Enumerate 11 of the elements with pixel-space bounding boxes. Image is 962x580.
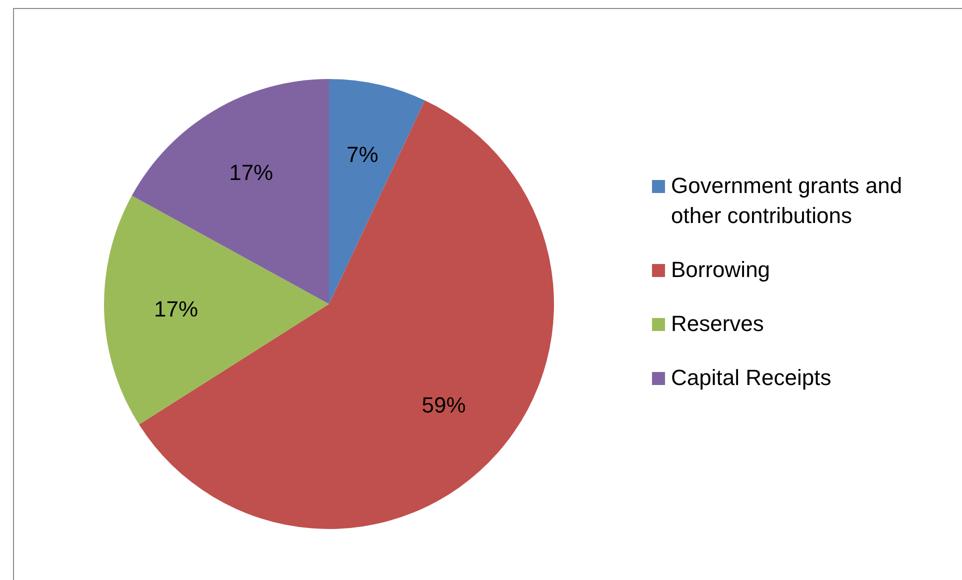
- legend-label: Reserves: [671, 310, 764, 338]
- legend-label: Government grants and other contributions: [671, 172, 904, 230]
- data-label: 59%: [422, 392, 466, 418]
- data-label: 17%: [154, 296, 198, 322]
- pie-slice: [104, 196, 329, 425]
- legend-label: Borrowing: [671, 256, 770, 284]
- legend-label: Capital Receipts: [671, 364, 832, 392]
- data-label: 17%: [229, 160, 274, 185]
- pie-slice: [139, 100, 554, 529]
- pie-slice: [329, 79, 425, 304]
- data-label: 7%: [346, 142, 378, 168]
